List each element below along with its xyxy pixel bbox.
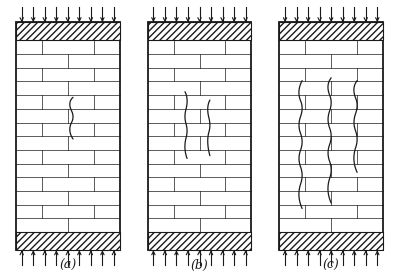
Text: (a): (a)	[59, 259, 77, 272]
Bar	[148, 232, 251, 250]
Bar	[16, 22, 120, 40]
Bar	[279, 22, 383, 250]
Bar	[16, 22, 120, 250]
Text: (c): (c)	[323, 259, 340, 272]
Bar	[279, 232, 383, 250]
Bar	[148, 22, 251, 250]
Bar	[148, 22, 251, 40]
Bar	[279, 22, 383, 40]
Bar	[16, 232, 120, 250]
Text: (b): (b)	[191, 259, 208, 272]
